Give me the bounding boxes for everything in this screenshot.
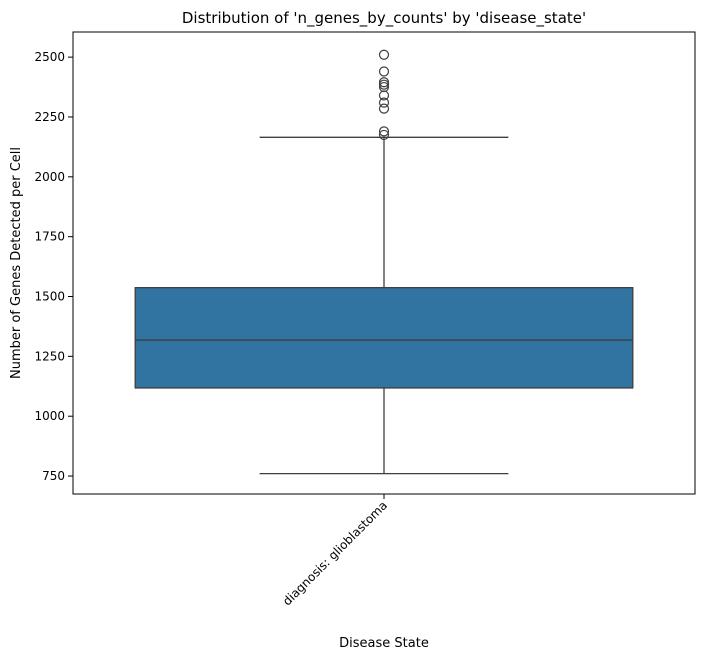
outlier-point: [378, 90, 390, 101]
x-axis: diagnosis: glioblastoma: [280, 494, 390, 608]
outlier-point: [378, 97, 390, 108]
y-tick-label: 2500: [34, 50, 65, 64]
y-tick-label: 750: [42, 469, 65, 483]
outlier-point: [378, 126, 390, 137]
y-tick-label: 1500: [34, 290, 65, 304]
y-axis: 750 1000 1250 1500 1750 2000 2250 2500: [34, 50, 73, 483]
y-tick-label: 1000: [34, 409, 65, 423]
y-tick-label: 2000: [34, 170, 65, 184]
y-axis-label: Number of Genes Detected per Cell: [9, 147, 24, 379]
chart-title: Distribution of 'n_genes_by_counts' by '…: [182, 9, 586, 28]
x-tick-label: diagnosis: glioblastoma: [280, 498, 390, 608]
y-tick-label: 1750: [34, 230, 65, 244]
box-iqr: [134, 287, 634, 389]
y-tick-label: 2250: [34, 110, 65, 124]
x-axis-label: Disease State: [339, 636, 429, 651]
outlier-point: [378, 129, 390, 141]
outlier-point: [378, 103, 390, 114]
outlier-point: [378, 66, 390, 77]
box-group: [134, 49, 634, 475]
plot-area: [134, 49, 634, 475]
outlier-point: [378, 49, 390, 60]
y-tick-label: 1250: [34, 349, 65, 363]
outlier-point: [378, 77, 390, 88]
